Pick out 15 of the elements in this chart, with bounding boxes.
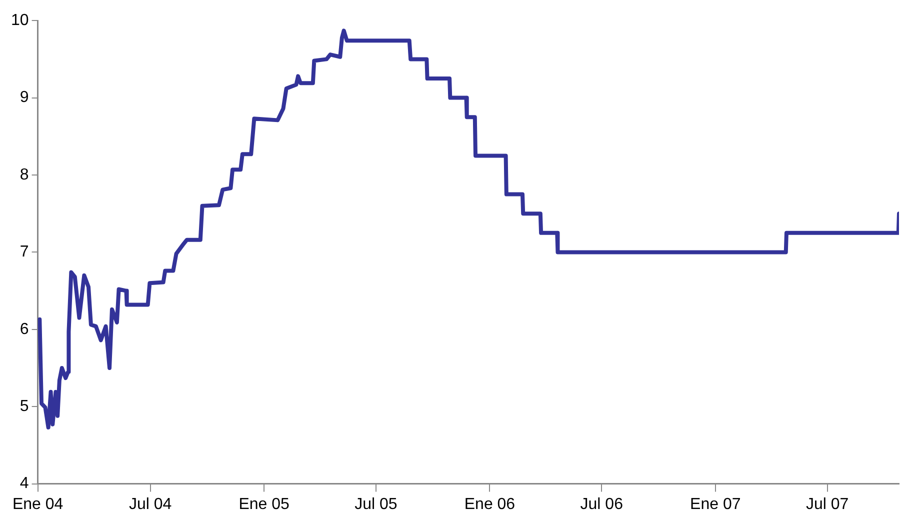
y-tick-label: 5: [20, 398, 29, 416]
x-tick-label: Jul 05: [354, 496, 398, 513]
x-tick-label: Jul 04: [128, 496, 172, 513]
y-tick-label: 7: [20, 244, 29, 261]
x-tick-label: Ene 06: [464, 496, 516, 513]
y-tick-label: 9: [20, 89, 29, 106]
y-tick-label: 6: [20, 320, 29, 338]
x-tick-label: Jul 06: [580, 496, 624, 513]
y-tick-label: 8: [20, 166, 29, 184]
x-tick-label: Jul 07: [806, 496, 849, 513]
y-tick-label: 4: [20, 475, 29, 492]
y-tick-label: 10: [11, 12, 29, 30]
x-tick-label: Ene 05: [238, 496, 290, 513]
x-tick-label: Ene 07: [690, 496, 741, 513]
x-tick-label: Ene 04: [12, 496, 64, 513]
